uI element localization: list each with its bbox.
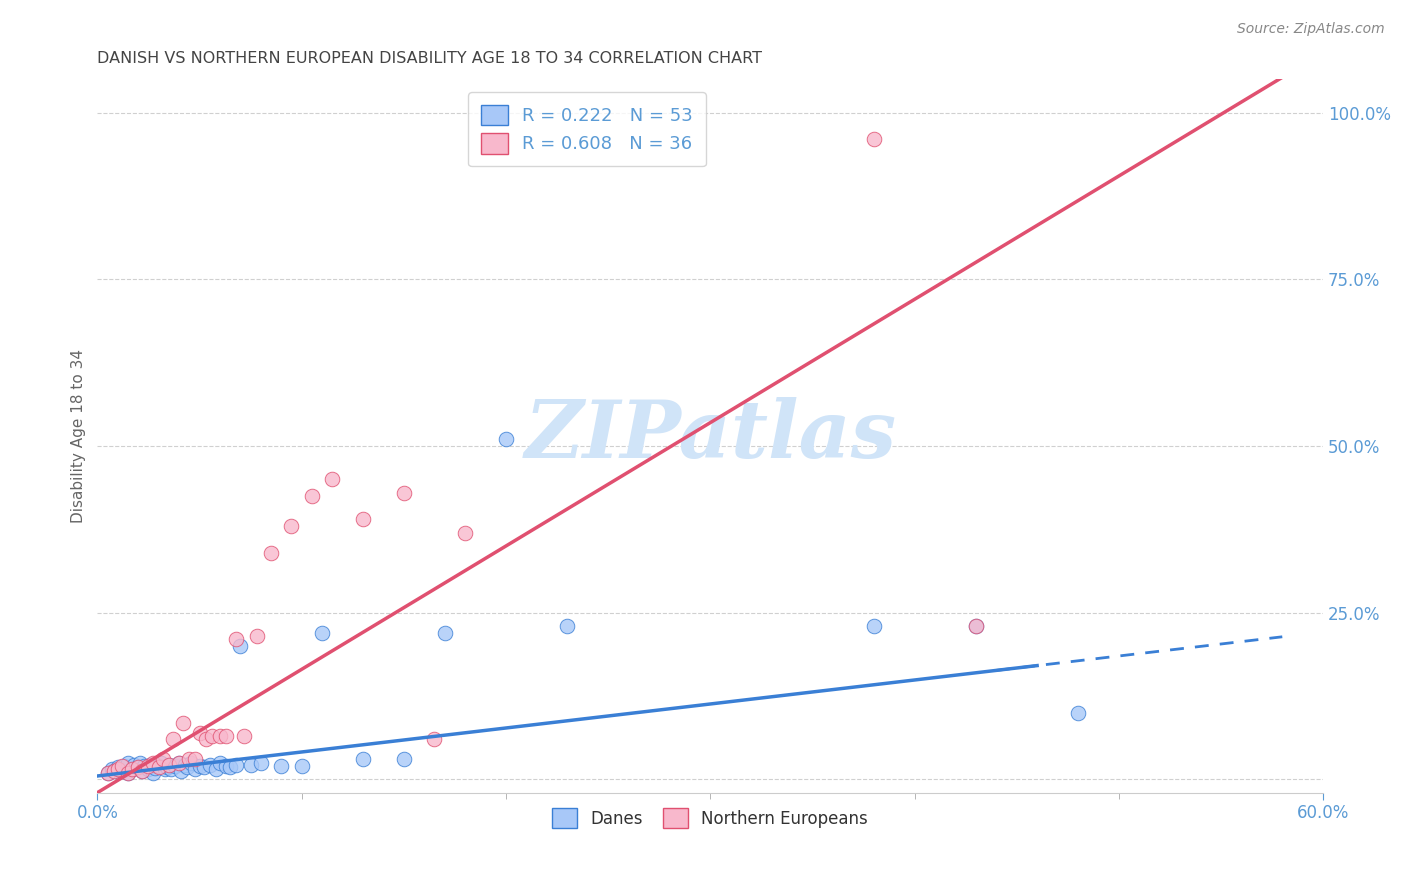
Point — [179, 752, 201, 766]
Point — [1067, 706, 1090, 720]
Point — [291, 759, 314, 773]
Point — [138, 759, 160, 773]
Point — [167, 756, 190, 770]
Point — [172, 715, 194, 730]
Point — [170, 764, 193, 778]
Point — [157, 757, 180, 772]
Point — [392, 752, 415, 766]
Point — [167, 756, 190, 770]
Point — [131, 764, 153, 779]
Point — [193, 760, 215, 774]
Point — [107, 760, 129, 774]
Point — [208, 729, 231, 743]
Point — [139, 757, 162, 772]
Point — [148, 759, 170, 773]
Point — [201, 729, 224, 743]
Point — [862, 132, 884, 146]
Point — [103, 764, 125, 779]
Point — [129, 756, 152, 770]
Point — [176, 760, 198, 774]
Point — [215, 759, 238, 773]
Legend: Danes, Northern Europeans: Danes, Northern Europeans — [546, 802, 875, 834]
Point — [188, 725, 211, 739]
Point — [152, 752, 174, 766]
Point — [184, 752, 207, 766]
Point — [112, 759, 135, 773]
Point — [134, 759, 156, 773]
Point — [249, 756, 271, 770]
Point — [246, 629, 269, 643]
Point — [433, 625, 456, 640]
Point — [141, 765, 163, 780]
Point — [157, 757, 180, 772]
Y-axis label: Disability Age 18 to 34: Disability Age 18 to 34 — [72, 349, 86, 523]
Point — [121, 762, 143, 776]
Point — [311, 625, 333, 640]
Point — [225, 632, 247, 647]
Point — [965, 619, 987, 633]
Point — [352, 512, 374, 526]
Point — [127, 760, 149, 774]
Point — [194, 732, 217, 747]
Point — [153, 762, 176, 776]
Point — [117, 765, 139, 780]
Point — [111, 764, 134, 778]
Point — [555, 619, 578, 633]
Point — [111, 759, 134, 773]
Point — [321, 472, 343, 486]
Point — [141, 756, 163, 770]
Point — [117, 765, 139, 780]
Point — [215, 729, 238, 743]
Point — [423, 732, 446, 747]
Point — [121, 762, 143, 776]
Point — [180, 756, 202, 770]
Point — [138, 762, 160, 776]
Point — [122, 757, 145, 772]
Point — [188, 759, 211, 773]
Point — [233, 729, 256, 743]
Point — [965, 619, 987, 633]
Point — [156, 760, 179, 774]
Point — [495, 433, 517, 447]
Point — [160, 762, 183, 776]
Point — [148, 760, 170, 774]
Point — [229, 639, 252, 653]
Point — [208, 756, 231, 770]
Point — [198, 757, 221, 772]
Point — [131, 764, 153, 779]
Point — [270, 759, 292, 773]
Point — [127, 760, 149, 774]
Text: DANISH VS NORTHERN EUROPEAN DISABILITY AGE 18 TO 34 CORRELATION CHART: DANISH VS NORTHERN EUROPEAN DISABILITY A… — [97, 51, 762, 66]
Point — [162, 732, 184, 747]
Text: Source: ZipAtlas.com: Source: ZipAtlas.com — [1237, 22, 1385, 37]
Point — [163, 759, 186, 773]
Point — [97, 765, 120, 780]
Point — [143, 761, 166, 775]
Point — [454, 525, 477, 540]
Point — [301, 489, 323, 503]
Point — [100, 762, 122, 776]
Point — [205, 762, 228, 776]
Point — [184, 762, 207, 776]
Point — [352, 752, 374, 766]
Text: ZIPatlas: ZIPatlas — [524, 397, 896, 475]
Point — [174, 757, 197, 772]
Point — [239, 757, 262, 772]
Point — [117, 756, 139, 770]
Point — [862, 619, 884, 633]
Point — [260, 546, 283, 560]
Point — [107, 762, 129, 776]
Point — [392, 485, 415, 500]
Point — [97, 765, 120, 780]
Point — [225, 757, 247, 772]
Point — [280, 519, 302, 533]
Point — [103, 764, 125, 779]
Point — [149, 756, 172, 770]
Point — [219, 760, 242, 774]
